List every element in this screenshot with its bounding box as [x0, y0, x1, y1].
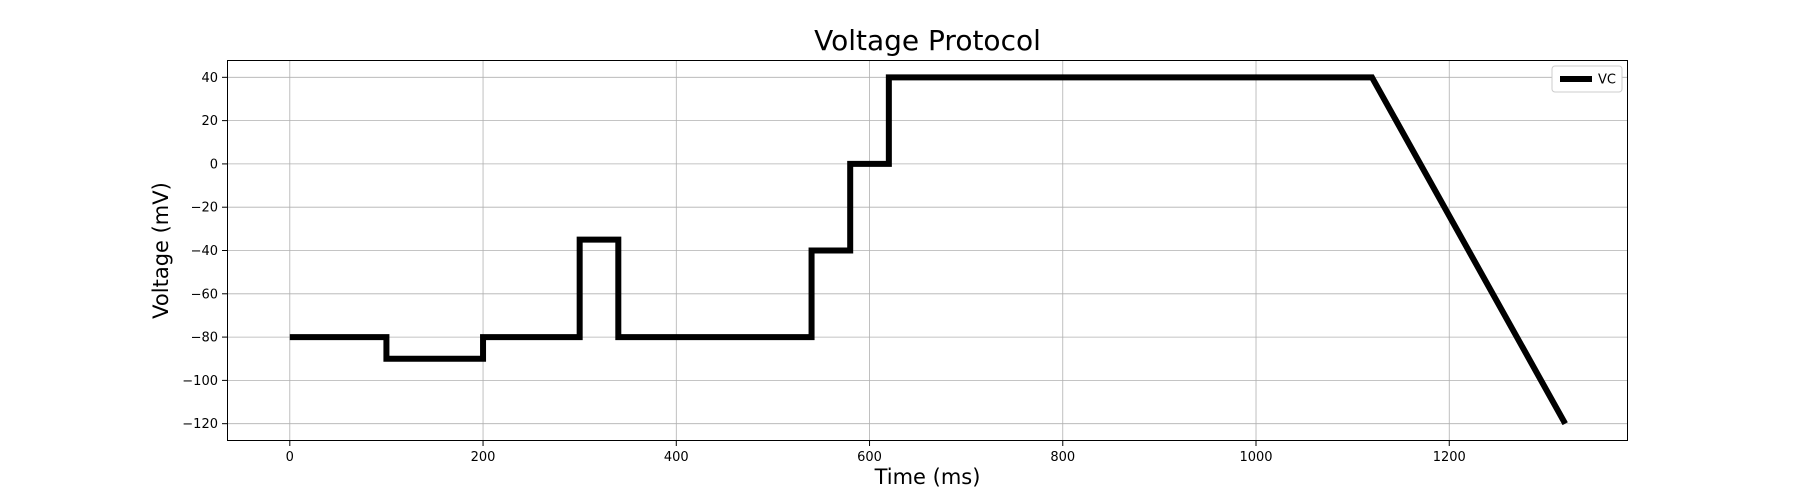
x-tick-label: 1000 — [1239, 450, 1272, 465]
data-series — [289, 74, 1568, 426]
chart-title: Voltage Protocol — [814, 24, 1041, 57]
y-axis-label: Voltage (mV) — [149, 182, 173, 319]
x-tick-label: 0 — [286, 450, 294, 465]
x-axis-label: Time (ms) — [874, 465, 981, 489]
y-tick-label: 40 — [201, 71, 218, 86]
y-tick-label: 0 — [210, 157, 218, 172]
y-tick-label: 20 — [201, 114, 218, 129]
axes-frame — [227, 60, 1628, 441]
x-tick-label: 1200 — [1433, 450, 1466, 465]
y-tick-label: −80 — [191, 331, 218, 346]
y-tick-label: −60 — [191, 287, 218, 302]
y-tick-label: −120 — [182, 417, 218, 432]
axis-ticks: 0 200 400 600 800 1000 120040200−20−40−60−80−1… — [182, 71, 1466, 465]
y-tick-label: −40 — [191, 244, 218, 259]
x-tick-label: 400 — [664, 450, 689, 465]
series-line-vc — [289, 74, 1568, 426]
x-tick-label: 600 — [857, 450, 882, 465]
y-tick-label: −100 — [182, 374, 218, 389]
legend: VC — [1551, 65, 1623, 93]
x-tick-label: 200 — [471, 450, 496, 465]
y-tick-label: −20 — [191, 201, 218, 216]
legend-label-vc: VC — [1598, 73, 1616, 88]
x-tick-label: 800 — [1050, 450, 1075, 465]
